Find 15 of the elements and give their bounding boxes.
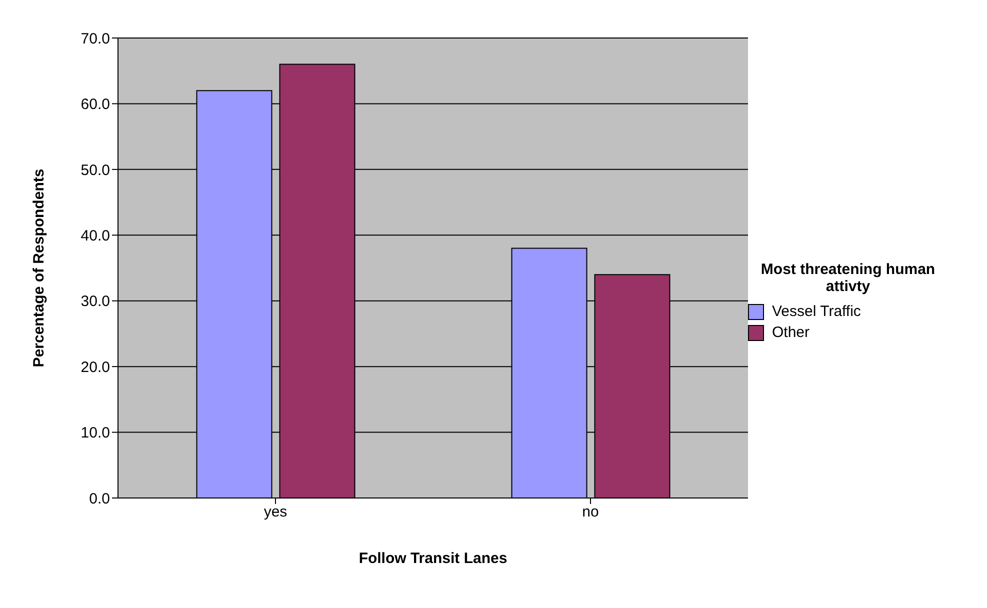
x-tick-label: yes xyxy=(264,504,288,521)
x-tick-label: no xyxy=(582,504,599,521)
legend-label: Vessel Traffic xyxy=(772,303,861,320)
y-tick-label: 40.0 xyxy=(80,227,110,244)
y-tick-label: 50.0 xyxy=(80,162,110,179)
y-axis-title: Percentage of Respondents xyxy=(30,168,48,368)
y-tick-label: 70.0 xyxy=(80,30,110,48)
legend-title: Most threatening human attivty xyxy=(760,261,936,295)
y-tick-label: 20.0 xyxy=(80,358,110,376)
y-tick-label: 60.0 xyxy=(80,96,110,114)
x-axis-title: Follow Transit Lanes xyxy=(358,550,508,567)
y-tick-label: 30.0 xyxy=(80,293,110,310)
y-tick-label: 0.0 xyxy=(89,490,110,508)
legend-label: Other xyxy=(772,324,810,341)
y-tick-label: 10.0 xyxy=(80,424,110,442)
